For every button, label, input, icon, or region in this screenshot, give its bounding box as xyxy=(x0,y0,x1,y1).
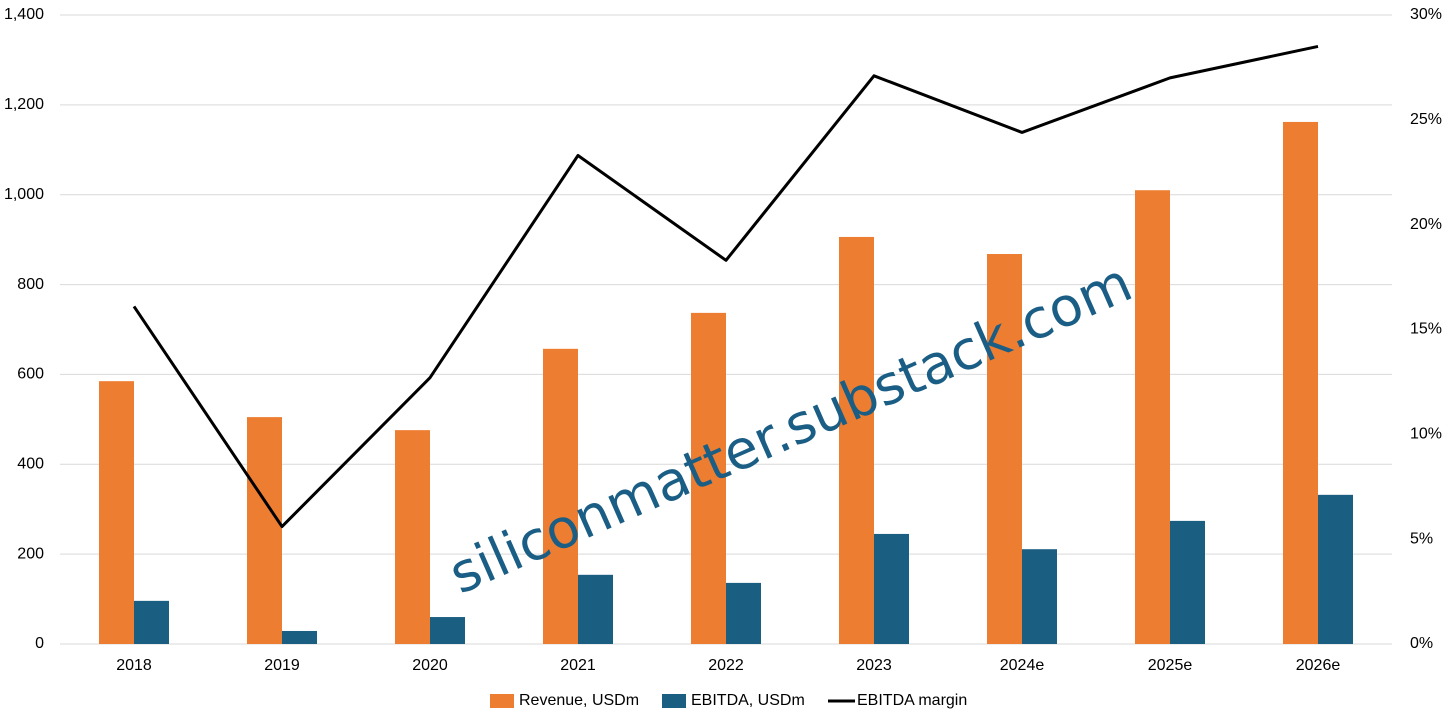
y2-tick-label: 30% xyxy=(1410,6,1442,23)
legend-label: EBITDA, USDm xyxy=(691,692,805,709)
bar xyxy=(1318,494,1353,644)
legend-label: EBITDA margin xyxy=(857,692,967,709)
x-tick-label: 2026e xyxy=(1296,657,1341,674)
y2-tick-label: 20% xyxy=(1410,216,1442,233)
bar xyxy=(1022,549,1057,644)
y-tick-label: 1,200 xyxy=(4,96,44,113)
y2-tick-label: 10% xyxy=(1410,426,1442,443)
y-tick-label: 1,000 xyxy=(4,186,44,203)
bar xyxy=(987,254,1022,644)
bar xyxy=(134,600,169,644)
bar xyxy=(99,381,134,644)
bar xyxy=(1135,190,1170,644)
legend-swatch xyxy=(662,694,686,708)
x-tick-label: 2020 xyxy=(412,657,448,674)
y-tick-label: 600 xyxy=(17,366,44,383)
x-tick-label: 2023 xyxy=(856,657,892,674)
bar xyxy=(1283,121,1318,645)
y-tick-label: 200 xyxy=(17,545,44,562)
bar xyxy=(282,630,317,644)
x-tick-label: 2022 xyxy=(708,657,744,674)
x-tick-label: 2019 xyxy=(264,657,300,674)
bar xyxy=(395,430,430,644)
x-tick-label: 2025e xyxy=(1148,657,1193,674)
y2-tick-label: 15% xyxy=(1410,321,1442,338)
y-tick-label: 1,400 xyxy=(4,6,44,23)
bar xyxy=(247,417,282,644)
y2-tick-label: 5% xyxy=(1410,530,1433,547)
bar xyxy=(691,312,726,644)
bar xyxy=(430,617,465,644)
y-tick-label: 800 xyxy=(17,276,44,293)
bar xyxy=(839,236,874,644)
legend-label: Revenue, USDm xyxy=(519,692,639,709)
y-tick-label: 0 xyxy=(35,635,44,652)
y2-tick-label: 25% xyxy=(1410,111,1442,128)
y2-tick-label: 0% xyxy=(1410,635,1433,652)
bar xyxy=(578,574,613,644)
line xyxy=(132,44,1319,529)
legend-swatch xyxy=(490,694,514,708)
bar xyxy=(1170,520,1205,644)
x-tick-label: 2024e xyxy=(1000,657,1045,674)
bar xyxy=(726,582,761,644)
bar xyxy=(874,533,909,644)
x-tick-label: 2018 xyxy=(116,657,152,674)
y-tick-label: 400 xyxy=(17,456,44,473)
bar xyxy=(543,348,578,644)
x-tick-label: 2021 xyxy=(560,657,596,674)
